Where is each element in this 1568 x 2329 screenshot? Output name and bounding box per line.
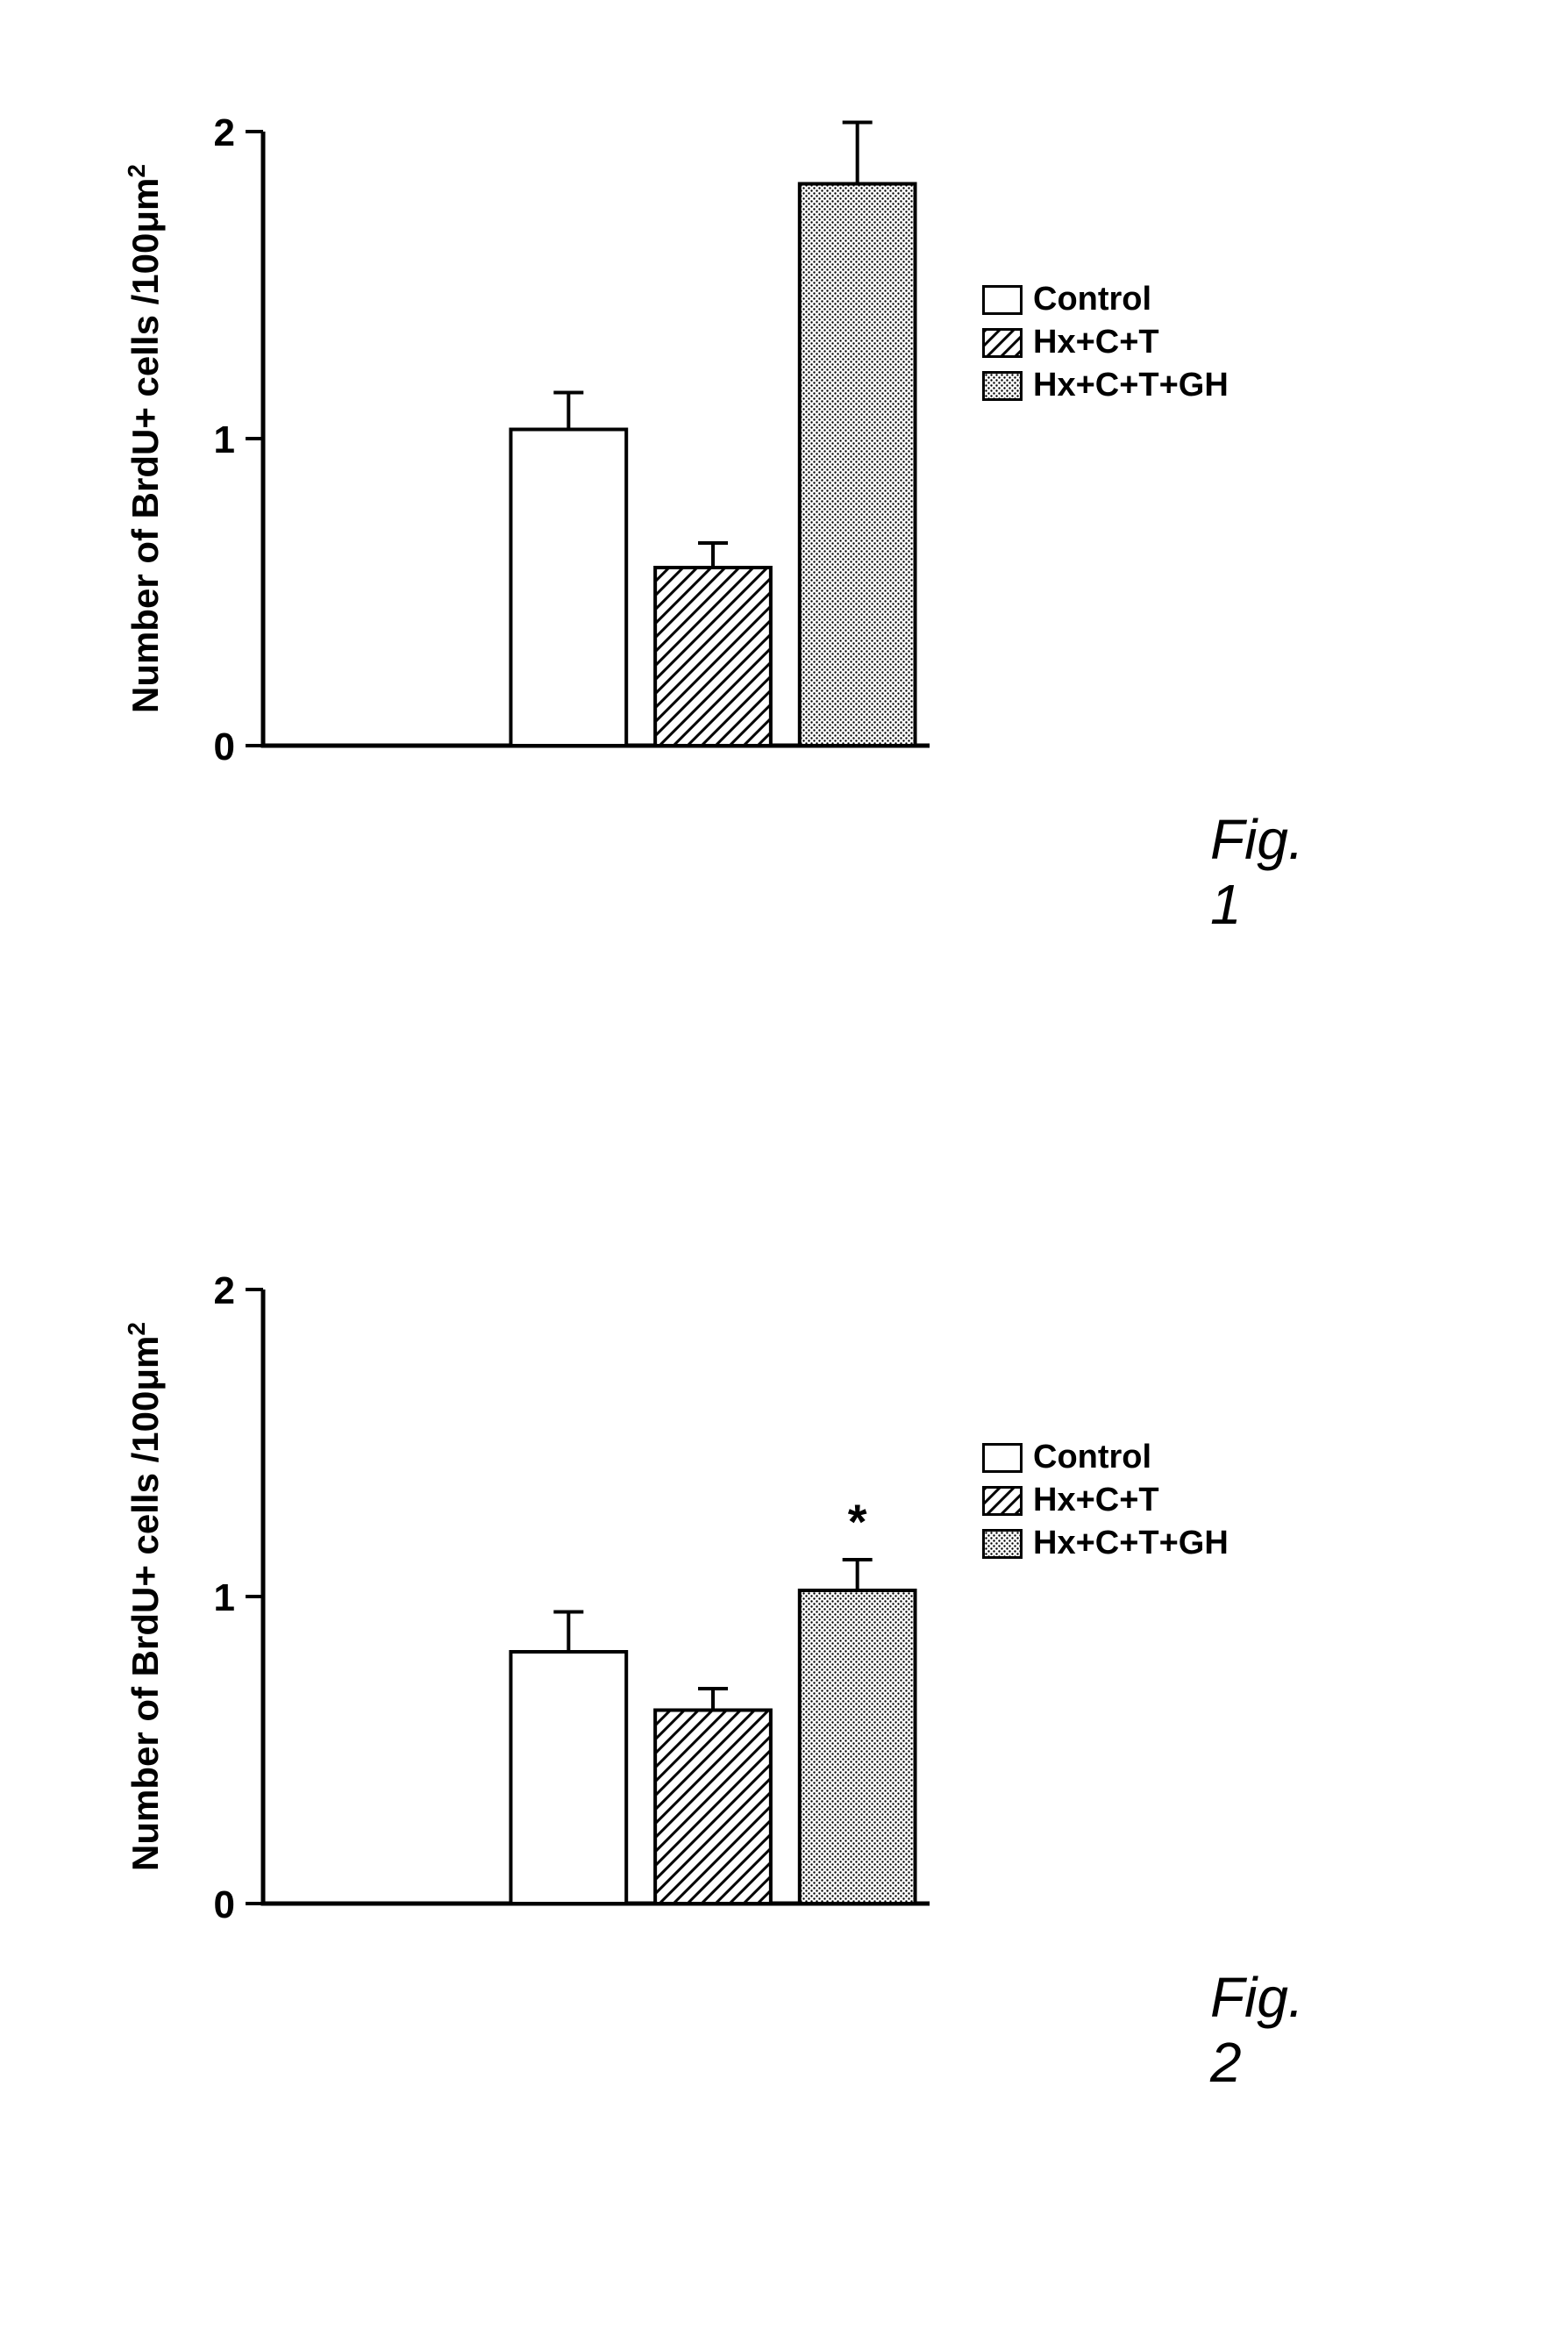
legend-item: Control xyxy=(982,281,1229,318)
figure-caption: Fig. 2 xyxy=(1210,1965,1304,2095)
bar xyxy=(800,184,916,747)
legend-label: Hx+C+T+GH xyxy=(1033,367,1229,404)
ytick-label: 0 xyxy=(214,725,235,768)
y-axis-label: Number of BrdU+ cells /100μm2 xyxy=(123,164,167,713)
legend-swatch xyxy=(982,1443,1023,1473)
legend-label: Control xyxy=(1033,281,1151,318)
legend-swatch xyxy=(982,285,1023,315)
bar-chart: 0 1 2 Number of BrdU+ cells /100μm2 xyxy=(105,79,965,816)
figure-caption: Fig. 1 xyxy=(1210,807,1304,937)
legend-label: Control xyxy=(1033,1439,1151,1476)
y-axis-label: Number of BrdU+ cells /100μm2 xyxy=(123,1322,167,1871)
ytick-label: 2 xyxy=(214,111,235,154)
ytick-label: 1 xyxy=(214,1576,235,1619)
legend-label: Hx+C+T xyxy=(1033,1482,1159,1519)
legend-label: Hx+C+T+GH xyxy=(1033,1525,1229,1562)
ytick-label: 1 xyxy=(214,418,235,461)
legend-item: Control xyxy=(982,1439,1229,1476)
ytick-label: 2 xyxy=(214,1269,235,1312)
legend-item: Hx+C+T xyxy=(982,1482,1229,1519)
figure-2: 012*Number of BrdU+ cells /100μm2Control… xyxy=(105,1237,965,1974)
legend: Control Hx+C+T Hx+C+T+GH xyxy=(982,1439,1229,1562)
legend-label: Hx+C+T xyxy=(1033,324,1159,361)
bar xyxy=(510,1652,626,1904)
legend-swatch xyxy=(982,1529,1023,1559)
legend-item: Hx+C+T+GH xyxy=(982,367,1229,404)
legend-item: Hx+C+T+GH xyxy=(982,1525,1229,1562)
legend-swatch xyxy=(982,371,1023,401)
legend-swatch xyxy=(982,1486,1023,1516)
significance-mark: * xyxy=(848,1494,867,1549)
legend-item: Hx+C+T xyxy=(982,324,1229,361)
legend-swatch xyxy=(982,328,1023,358)
bar-chart: 0 1 2 * Number of BrdU+ cells /100μm2 xyxy=(105,1237,965,1974)
ytick-label: 0 xyxy=(214,1883,235,1926)
legend: Control Hx+C+T Hx+C+T+GH xyxy=(982,281,1229,404)
figure-1: 012Number of BrdU+ cells /100μm2ControlH… xyxy=(105,79,965,816)
bar xyxy=(655,568,771,746)
bar xyxy=(800,1590,916,1904)
bar xyxy=(510,430,626,747)
bar xyxy=(655,1711,771,1904)
